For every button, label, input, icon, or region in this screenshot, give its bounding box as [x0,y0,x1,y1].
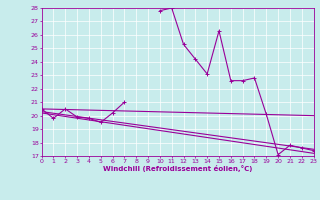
X-axis label: Windchill (Refroidissement éolien,°C): Windchill (Refroidissement éolien,°C) [103,165,252,172]
